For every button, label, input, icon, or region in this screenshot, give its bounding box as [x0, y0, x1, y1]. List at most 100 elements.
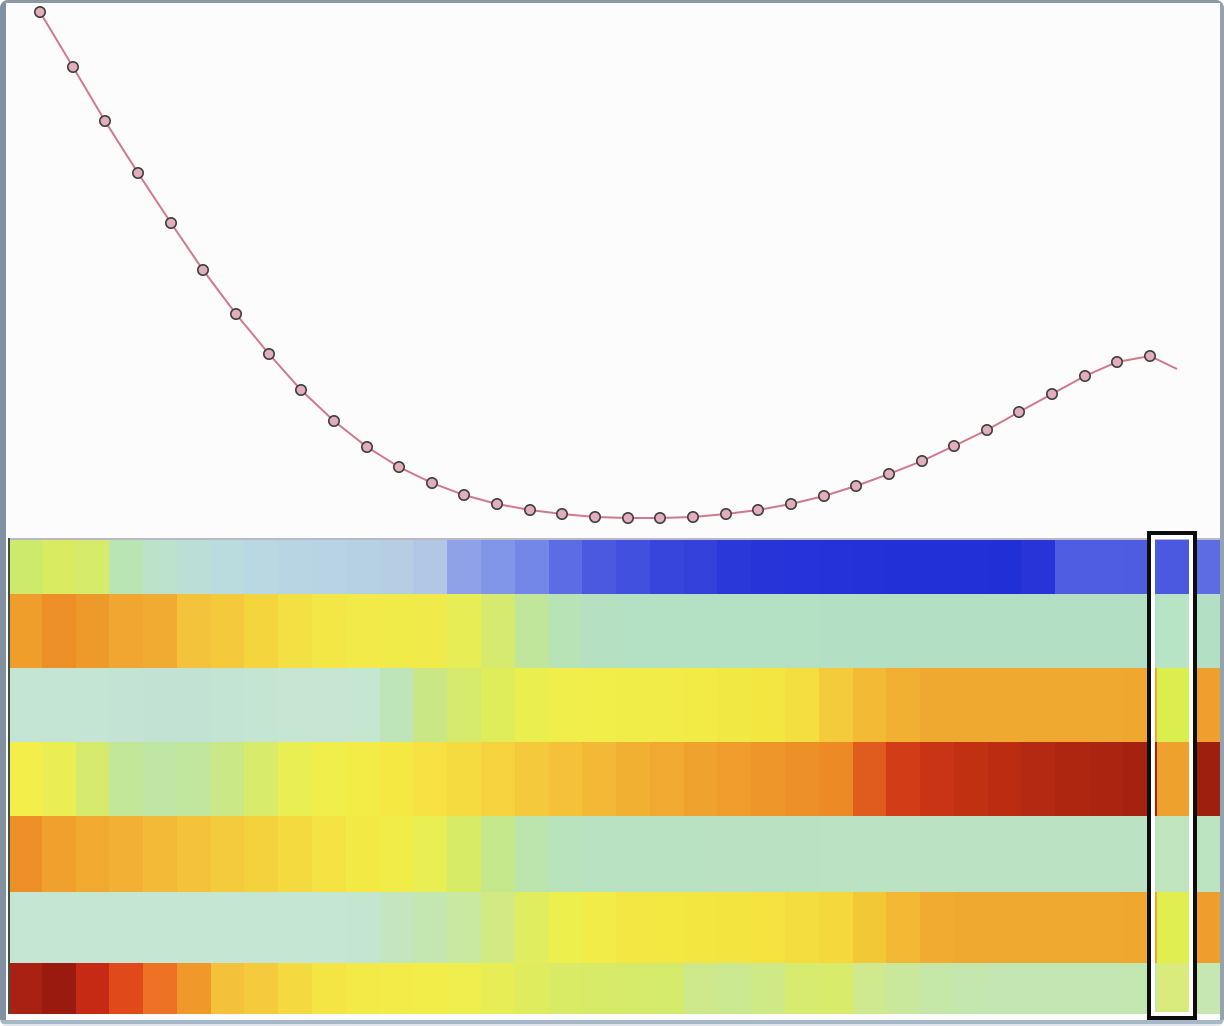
- heatmap-cell: [1021, 668, 1056, 742]
- heatmap-cell: [1089, 594, 1123, 668]
- heatmap-cell: [818, 963, 853, 1014]
- heatmap-cell: [582, 668, 617, 742]
- heatmap-cell: [683, 540, 718, 594]
- heatmap-cell: [751, 892, 785, 963]
- heatmap-cell: [41, 816, 76, 892]
- heatmap-cell: [210, 594, 245, 668]
- heatmap-cell: [1021, 892, 1056, 963]
- heatmap-cell: [582, 892, 617, 963]
- heatmap-cell: [886, 963, 921, 1014]
- heatmap-cell: [109, 594, 144, 668]
- heatmap-cell: [784, 668, 819, 742]
- heatmap-cell: [210, 540, 245, 594]
- heatmap-cell-highlighted: [1156, 540, 1191, 594]
- heatmap-cell: [920, 963, 954, 1014]
- heatmap-cell: [548, 540, 583, 594]
- heatmap-cell: [143, 540, 177, 594]
- heatmap-cell: [987, 892, 1022, 963]
- heatmap-cell: [514, 742, 549, 816]
- heatmap-cell: [616, 892, 650, 963]
- heatmap-cell: [143, 594, 177, 668]
- heatmap-cell: [717, 668, 752, 742]
- heatmap-cell: [852, 668, 887, 742]
- heatmap-cell: [717, 540, 752, 594]
- heatmap-cell: [987, 668, 1022, 742]
- heatmap-row: [8, 540, 1224, 594]
- heatmap-cell: [278, 963, 313, 1014]
- heatmap-cell-highlighted: [1156, 668, 1191, 742]
- heatmap-cell: [784, 892, 819, 963]
- heatmap-cell: [582, 742, 617, 816]
- heatmap-cell: [987, 963, 1022, 1014]
- heatmap-cell: [244, 540, 279, 594]
- heatmap-cell: [1055, 963, 1089, 1014]
- highlighted-column-box[interactable]: [1147, 531, 1197, 1020]
- heatmap-cell: [852, 816, 887, 892]
- heatmap-cell: [852, 594, 887, 668]
- heatmap-cell: [818, 668, 853, 742]
- heatmap-cell: [75, 668, 110, 742]
- heatmap-row: [8, 742, 1224, 816]
- heatmap-cell: [649, 963, 684, 1014]
- heatmap-cell: [312, 963, 346, 1014]
- heatmap-cell: [920, 742, 954, 816]
- frame-border-top: [0, 0, 1224, 3]
- heatmap-cell: [312, 594, 346, 668]
- heatmap-cell: [751, 594, 785, 668]
- heatmap-cell: [109, 892, 144, 963]
- heatmap-cell-highlighted: [1156, 963, 1191, 1014]
- heatmap-cell: [886, 668, 921, 742]
- heatmap-cell: [1089, 963, 1123, 1014]
- heatmap-cell: [514, 668, 549, 742]
- heatmap-cell: [1021, 816, 1056, 892]
- heatmap-cell: [176, 668, 211, 742]
- heatmap-cell: [8, 816, 42, 892]
- heatmap-cell: [548, 963, 583, 1014]
- heatmap-cell: [683, 668, 718, 742]
- heatmap-row: [8, 963, 1224, 1014]
- heatmap-cell: [649, 742, 684, 816]
- heatmap-cell: [953, 594, 988, 668]
- heatmap-cell: [413, 742, 448, 816]
- heatmap-cell: [717, 816, 752, 892]
- heatmap-cell: [210, 816, 245, 892]
- heatmap-cell: [379, 540, 414, 594]
- heatmap-cell-highlighted: [1156, 594, 1191, 668]
- heatmap-cell: [312, 668, 346, 742]
- heatmap-cell: [953, 892, 988, 963]
- heatmap-cell: [1021, 540, 1056, 594]
- heatmap-cell-highlighted: [1156, 742, 1191, 816]
- heatmap-cell: [683, 594, 718, 668]
- heatmap-cell: [41, 963, 76, 1014]
- heatmap-cell: [818, 594, 853, 668]
- heatmap-cell: [987, 816, 1022, 892]
- heatmap-cell: [514, 963, 549, 1014]
- heatmap-cell: [616, 963, 650, 1014]
- heatmap-cell: [143, 742, 177, 816]
- heatmap-cell: [41, 892, 76, 963]
- heatmap-cell: [514, 540, 549, 594]
- heatmap-cell: [1089, 742, 1123, 816]
- heatmap-cell: [683, 742, 718, 816]
- heatmap-cell: [447, 742, 481, 816]
- heatmap-cell: [379, 963, 414, 1014]
- heatmap-cell: [920, 816, 954, 892]
- heatmap-cell: [616, 816, 650, 892]
- heatmap-cell: [447, 594, 481, 668]
- heatmap-cell: [784, 742, 819, 816]
- heatmap-cell: [480, 742, 515, 816]
- heatmap-cell: [1089, 540, 1123, 594]
- frame-border-bottom: [0, 1020, 1224, 1024]
- heatmap-cell: [818, 816, 853, 892]
- heatmap-cell: [447, 963, 481, 1014]
- heatmap-cell: [278, 540, 313, 594]
- heatmap-cell: [1055, 668, 1089, 742]
- heatmap-cell: [244, 742, 279, 816]
- heatmap-cell: [312, 892, 346, 963]
- heatmap-cell: [210, 963, 245, 1014]
- heatmap-cell: [683, 816, 718, 892]
- heatmap-cell: [312, 742, 346, 816]
- heatmap-cell: [8, 892, 42, 963]
- heatmap-cell: [1089, 892, 1123, 963]
